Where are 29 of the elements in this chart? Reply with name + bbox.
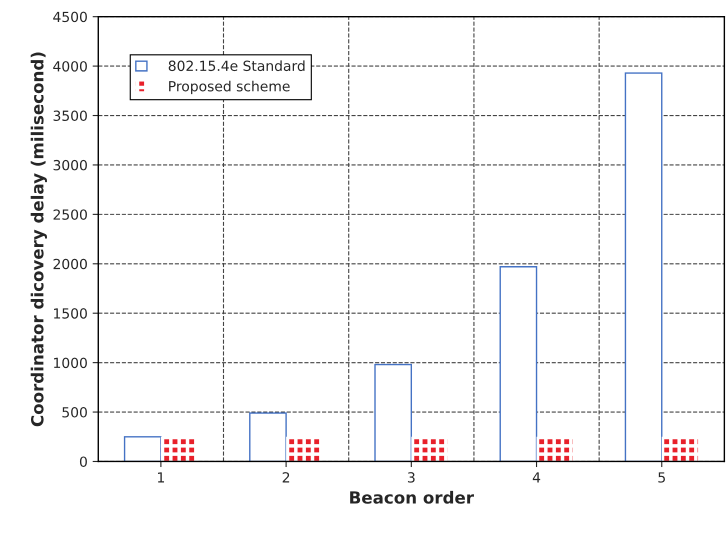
bar [624, 72, 662, 462]
legend-label: 802.15.4e Standard [168, 60, 304, 72]
bar [124, 436, 162, 462]
y-tick-label: 4500 [53, 12, 87, 22]
y-tick-label: 2500 [54, 209, 87, 220]
bar [160, 436, 198, 462]
y-tick-label: 2000 [54, 258, 87, 270]
y-tick-label: 3500 [54, 110, 87, 121]
bar [249, 412, 287, 462]
y-tick-label: 0 [80, 456, 87, 467]
y-tick-label: 500 [62, 407, 87, 418]
x-tick-label: 2 [282, 472, 290, 482]
x-tick-label: 5 [658, 472, 665, 483]
y-tick-label: 4000 [53, 61, 87, 72]
x-axis-title: Beacon order [350, 490, 474, 504]
y-tick-label: 3000 [54, 160, 87, 170]
x-tick-label: 1 [158, 472, 164, 482]
y-tick-label: 1000 [54, 358, 87, 368]
legend-label: Proposed scheme [169, 80, 290, 94]
bar [411, 436, 448, 462]
y-tick-label: 1500 [54, 308, 87, 319]
bar [500, 266, 538, 462]
bar [286, 436, 322, 462]
bar [662, 436, 698, 462]
bar [536, 436, 573, 462]
bar [374, 364, 412, 462]
x-tick-label: 4 [532, 472, 540, 482]
x-tick-label: 3 [408, 472, 415, 483]
y-axis-title: Coordinator dicovery delay (milisecond) [30, 52, 47, 426]
